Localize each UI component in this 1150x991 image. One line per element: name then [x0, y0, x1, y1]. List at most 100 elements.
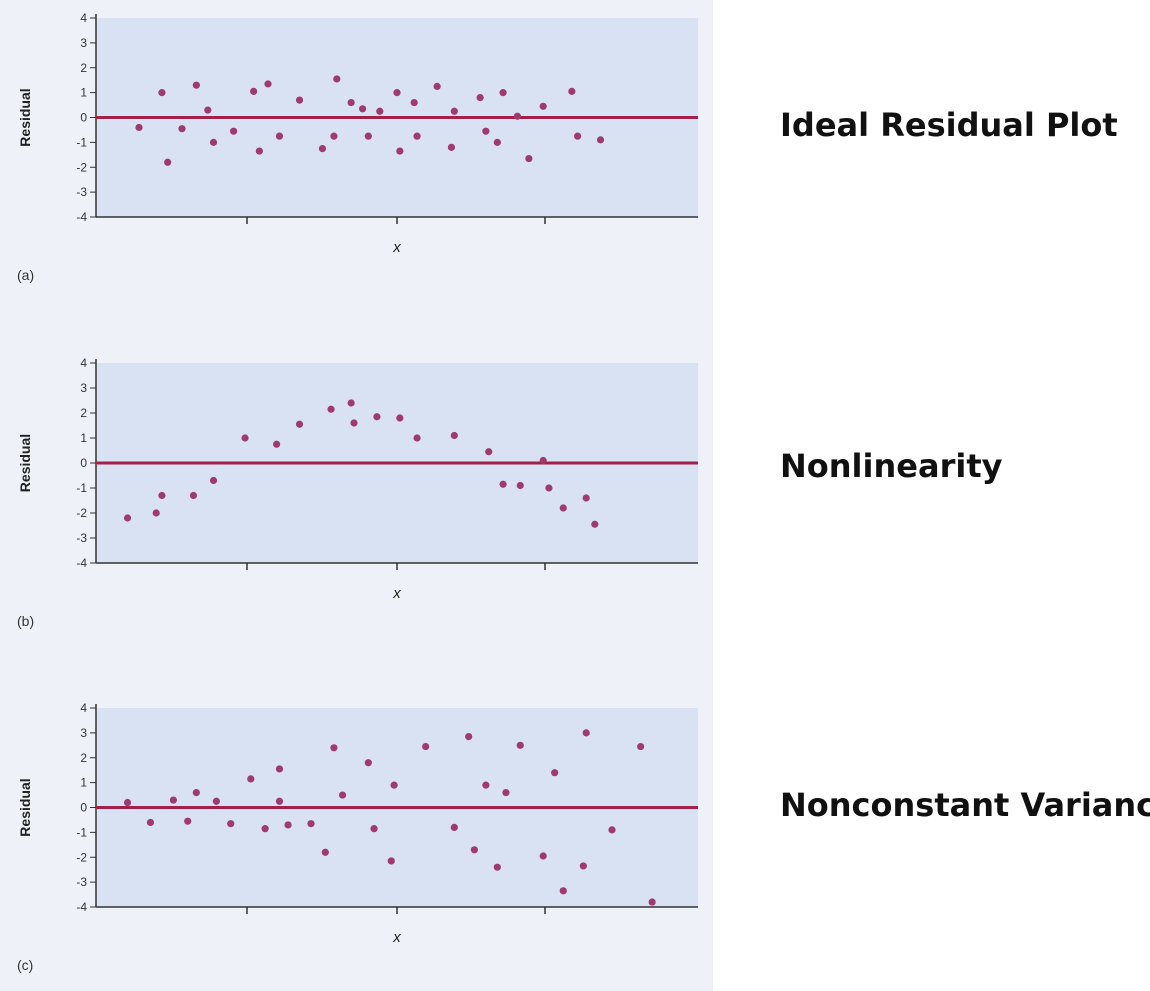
y-axis-label-a: Residual — [17, 88, 33, 146]
data-point-c — [387, 857, 395, 865]
data-point-a — [295, 96, 304, 104]
y-tick-label-b: 4 — [80, 356, 87, 370]
x-axis-label-b: x — [392, 585, 401, 602]
y-tick-label-b: -1 — [76, 481, 87, 495]
data-point-c — [338, 791, 347, 799]
data-point-a — [450, 107, 458, 115]
data-point-a — [264, 80, 272, 88]
data-point-a — [255, 147, 263, 155]
data-point-a — [209, 138, 218, 146]
data-point-a — [493, 138, 501, 146]
y-tick-label-c: 3 — [80, 726, 87, 740]
data-point-c — [470, 846, 478, 854]
data-point-b — [189, 491, 198, 500]
data-point-b — [241, 434, 249, 442]
data-point-b — [559, 504, 567, 512]
data-point-c — [559, 887, 567, 895]
data-point-c — [608, 826, 616, 834]
data-point-a — [376, 107, 384, 115]
data-point-b — [539, 456, 547, 465]
data-point-b — [350, 419, 358, 427]
data-point-c — [321, 848, 329, 856]
data-point-b — [591, 520, 599, 528]
y-tick-label-c: 4 — [80, 701, 87, 715]
data-point-c — [465, 733, 473, 741]
data-point-b — [413, 434, 421, 442]
data-point-a — [499, 89, 507, 97]
data-point-a — [525, 154, 533, 163]
panel-label-c: (c) — [17, 957, 33, 973]
y-tick-label-c: -1 — [76, 825, 87, 839]
data-point-c — [184, 817, 192, 825]
data-point-a — [333, 75, 341, 83]
y-tick-label-a: -3 — [76, 185, 87, 199]
data-point-c — [364, 759, 372, 767]
data-point-b — [485, 448, 493, 456]
data-point-a — [433, 82, 441, 91]
caption-nonlinearity: Nonlinearity — [780, 447, 1003, 485]
data-point-a — [396, 147, 404, 155]
data-point-b — [582, 494, 590, 502]
y-tick-label-c: -3 — [76, 875, 87, 889]
y-tick-label-a: 2 — [80, 61, 87, 75]
residual-plots: 4 3 2 1 0 -1 -2 -3 -4 x Residual (a) 4 3 2 1 0 -1 -2 -3 -4 x R… — [17, 11, 698, 973]
data-point-a — [135, 123, 143, 132]
data-point-a — [164, 158, 172, 166]
data-point-b — [347, 399, 355, 407]
data-point-a — [482, 127, 490, 135]
data-point-c — [551, 769, 559, 777]
data-point-b — [152, 509, 160, 517]
data-point-c — [450, 823, 458, 832]
y-tick-label-b: 3 — [80, 381, 87, 395]
data-point-c — [247, 775, 255, 783]
data-point-c — [330, 744, 338, 752]
y-tick-label-b: 2 — [80, 406, 87, 420]
data-point-c — [370, 825, 378, 833]
y-tick-label-c: 0 — [80, 801, 87, 815]
data-point-b — [373, 413, 381, 421]
data-point-b — [545, 484, 553, 492]
data-point-c — [169, 796, 177, 804]
data-point-c — [212, 797, 220, 805]
data-point-a — [568, 87, 576, 95]
data-point-c — [502, 788, 510, 797]
data-point-c — [422, 742, 430, 751]
data-point-a — [158, 89, 166, 97]
y-tick-label-b: 1 — [80, 431, 87, 445]
y-axis-label-c: Residual — [17, 778, 33, 836]
y-tick-label-b: 0 — [80, 456, 87, 470]
y-tick-label-a: 0 — [80, 111, 87, 125]
y-tick-label-a: 3 — [80, 36, 87, 50]
data-point-c — [579, 862, 587, 870]
data-point-b — [327, 405, 335, 413]
data-point-c — [493, 863, 501, 871]
data-point-c — [261, 825, 269, 833]
data-point-a — [192, 81, 200, 89]
data-point-c — [307, 820, 315, 828]
data-point-a — [410, 98, 418, 107]
y-tick-label-c: 2 — [80, 751, 87, 765]
data-point-a — [250, 87, 258, 95]
data-point-b — [295, 420, 304, 428]
y-tick-label-a: -1 — [76, 135, 87, 149]
x-axis-label-a: x — [392, 239, 401, 256]
y-tick-label-c: 1 — [80, 776, 87, 790]
data-point-c — [275, 797, 284, 805]
data-point-c — [648, 898, 656, 906]
data-point-a — [447, 143, 456, 151]
data-point-a — [347, 98, 355, 107]
data-point-c — [482, 781, 490, 789]
data-point-a — [413, 132, 421, 140]
y-tick-label-c: -2 — [76, 850, 87, 864]
data-point-c — [390, 781, 398, 789]
y-tick-label-c: -4 — [76, 900, 87, 914]
y-tick-label-b: -4 — [76, 556, 87, 570]
data-point-a — [596, 136, 605, 144]
data-point-a — [476, 94, 484, 102]
y-tick-label-a: 1 — [80, 86, 87, 100]
y-tick-label-b: -2 — [76, 506, 87, 520]
data-point-a — [275, 132, 284, 140]
data-point-a — [318, 144, 327, 153]
data-point-a — [230, 127, 238, 135]
data-point-a — [359, 105, 367, 113]
